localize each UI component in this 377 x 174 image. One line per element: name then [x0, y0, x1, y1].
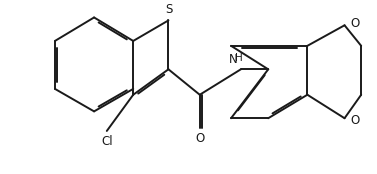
Text: O: O: [351, 114, 360, 127]
Text: H: H: [235, 53, 243, 64]
Text: Cl: Cl: [101, 135, 113, 148]
Text: S: S: [165, 2, 172, 15]
Text: O: O: [351, 17, 360, 30]
Text: N: N: [228, 53, 238, 66]
Text: O: O: [195, 132, 204, 145]
